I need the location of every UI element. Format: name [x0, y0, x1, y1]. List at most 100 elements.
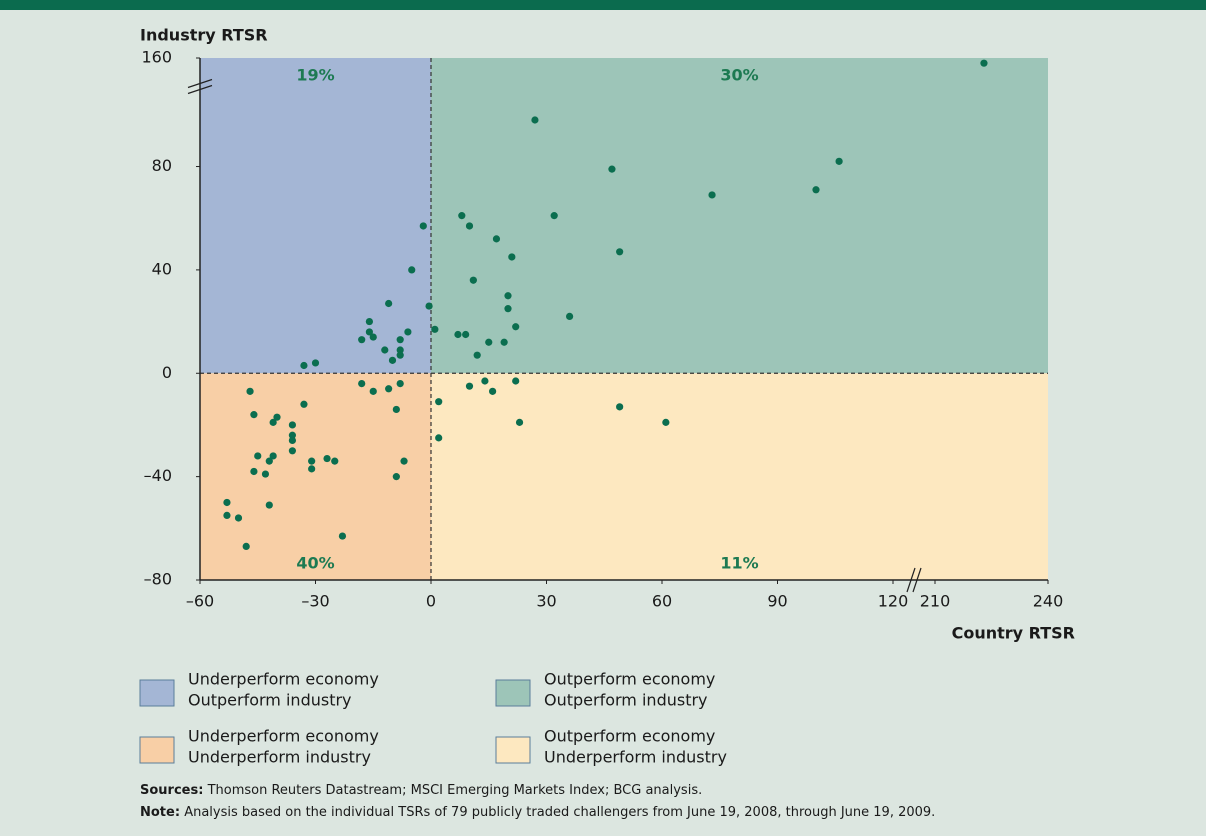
point	[300, 361, 308, 370]
point	[435, 398, 443, 406]
point	[392, 473, 400, 481]
axis-break	[187, 84, 213, 95]
point	[835, 157, 843, 165]
point	[269, 418, 277, 426]
y-tick-label: 0	[162, 363, 172, 382]
quadrant-share: 11%	[720, 554, 758, 573]
legend-swatch	[139, 679, 175, 707]
point	[358, 380, 366, 388]
point	[425, 302, 433, 310]
point	[616, 403, 624, 411]
quadrant	[200, 58, 431, 374]
point	[550, 212, 558, 220]
axis-break	[187, 78, 213, 89]
point	[458, 212, 466, 220]
point	[608, 165, 616, 173]
x-tick-label: 90	[767, 592, 787, 611]
point	[288, 431, 296, 439]
point	[473, 351, 481, 359]
x-axis-label: Country RTSR	[952, 624, 1075, 643]
y-tick-label: –40	[144, 466, 172, 485]
point	[269, 452, 277, 460]
x-tick-label: 60	[652, 592, 672, 611]
point	[465, 222, 474, 230]
point	[489, 387, 497, 395]
point	[254, 452, 262, 460]
point	[265, 501, 273, 509]
point	[508, 253, 516, 261]
quadrant-share: 30%	[720, 66, 758, 85]
legend-swatch	[139, 736, 175, 764]
point	[288, 447, 296, 455]
point	[492, 235, 501, 243]
x-tick-label: 0	[426, 592, 436, 611]
point	[323, 454, 331, 463]
point	[273, 413, 281, 421]
sources: Sources: Thomson Reuters Datastream; MSC…	[140, 783, 702, 798]
point	[485, 338, 493, 346]
point	[223, 498, 231, 507]
y-tick-label: 80	[152, 156, 172, 175]
legend-swatch	[495, 736, 531, 764]
point	[454, 330, 462, 339]
point	[308, 457, 316, 465]
axis-break	[906, 567, 916, 593]
point	[462, 330, 470, 339]
point	[369, 333, 377, 341]
sources-label: Sources:	[140, 783, 203, 798]
point	[311, 359, 320, 367]
legend-label: Underperform industry	[544, 748, 727, 767]
point	[431, 325, 439, 333]
point	[288, 436, 296, 445]
point	[308, 465, 316, 473]
point	[616, 248, 624, 256]
point	[365, 317, 373, 326]
legend-label: Outperform industry	[188, 691, 352, 710]
point	[396, 380, 404, 388]
point	[465, 382, 474, 390]
point	[234, 514, 243, 522]
point	[246, 387, 254, 395]
point	[469, 276, 477, 284]
point	[512, 323, 520, 331]
point	[392, 405, 400, 414]
quadrant	[200, 373, 431, 580]
axis-break	[912, 567, 922, 593]
point	[300, 400, 308, 408]
legend-swatch	[495, 679, 531, 707]
point	[338, 532, 347, 540]
quadrant-share: 40%	[296, 554, 334, 573]
x-tick-label: 210	[920, 592, 951, 611]
point	[515, 418, 524, 426]
point	[331, 457, 339, 465]
note-label: Note:	[140, 805, 180, 820]
point	[404, 328, 412, 336]
point	[381, 346, 389, 354]
legend-label: Outperform economy	[544, 670, 715, 689]
top-bar	[0, 0, 1206, 10]
x-tick-label: 30	[536, 592, 556, 611]
point	[288, 421, 296, 429]
y-tick-label: 40	[152, 259, 172, 278]
point	[662, 418, 670, 426]
point	[435, 434, 443, 442]
note: Note: Analysis based on the individual T…	[140, 805, 935, 820]
quadrant	[431, 373, 1048, 580]
point	[242, 542, 250, 551]
point	[250, 411, 258, 419]
legend-label: Outperform economy	[544, 727, 715, 746]
x-tick-label: –60	[186, 592, 214, 611]
point	[369, 387, 377, 395]
note-text: Analysis based on the individual TSRs of…	[184, 805, 935, 820]
sources-text: Thomson Reuters Datastream; MSCI Emergin…	[207, 783, 703, 798]
point	[388, 356, 397, 364]
x-tick-label: –30	[301, 592, 329, 611]
legend-label: Outperform industry	[544, 691, 708, 710]
point	[261, 470, 270, 478]
point	[365, 328, 373, 336]
point	[812, 186, 820, 194]
quadrant-share: 19%	[296, 66, 334, 85]
point	[223, 511, 231, 519]
point	[408, 266, 416, 274]
point	[500, 338, 508, 346]
